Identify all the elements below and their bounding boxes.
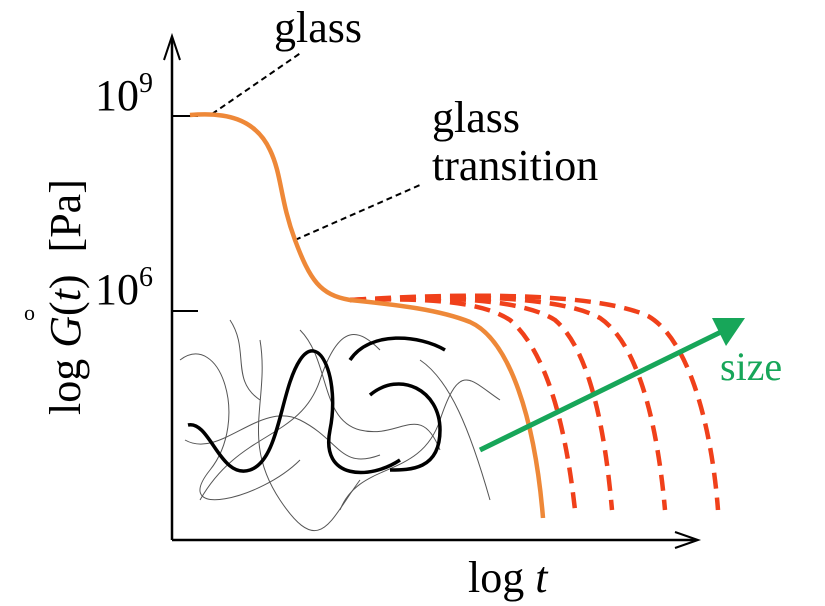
y-tick-label: 109 [95, 68, 153, 120]
glass-transition-label: transition [432, 141, 598, 190]
label-part: G [41, 316, 90, 348]
y-tick-label: 106 [95, 262, 153, 314]
longer-chain-curves [350, 296, 718, 510]
label-part: ( [41, 301, 90, 316]
label-part: log [468, 553, 535, 602]
label-part: t [535, 553, 549, 602]
tick-exponent: 9 [139, 68, 153, 99]
y-axis-label: log G(t) [Pa] [41, 179, 90, 415]
polymer-chains [180, 320, 500, 531]
tick-base: 10 [95, 265, 139, 314]
leader-line [295, 185, 420, 240]
diagram: 109 106 log G(t) [Pa] log t o glass glas… [0, 0, 825, 606]
marker-label: o [24, 300, 35, 325]
leader-line [212, 52, 302, 114]
glass-label: glass [274, 3, 362, 52]
size-label: size [720, 344, 782, 389]
glass-transition-label: glass [432, 93, 520, 142]
label-part: ) [Pa] [41, 179, 90, 289]
tick-base: 10 [95, 71, 139, 120]
tick-exponent: 6 [139, 262, 153, 293]
x-axis-label: log t [468, 553, 549, 602]
label-part: log [41, 348, 90, 415]
